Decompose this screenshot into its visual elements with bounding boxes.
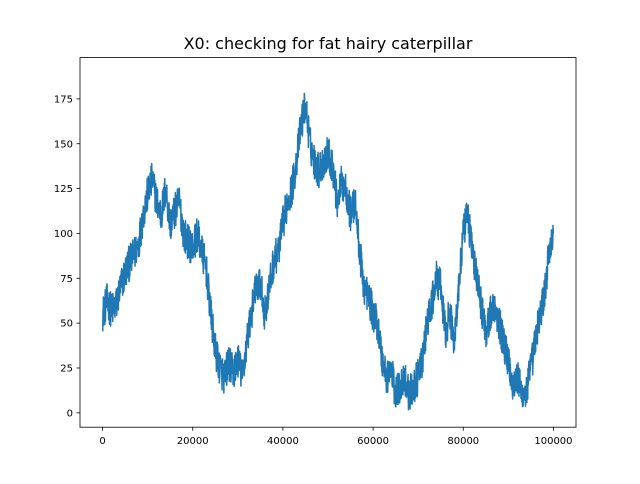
x-tick-label: 20000 — [177, 436, 209, 447]
y-tick-label: 150 — [54, 139, 73, 150]
y-tick-label: 50 — [60, 319, 73, 330]
y-tick-label: 100 — [54, 229, 73, 240]
axes-frame — [79, 57, 577, 428]
y-tick-label: 0 — [67, 408, 73, 419]
x-tick-label: 60000 — [357, 436, 389, 447]
y-tick-label: 125 — [54, 184, 73, 195]
series-line-0 — [101, 92, 555, 411]
x-tick-label: 40000 — [267, 436, 299, 447]
y-tick-label: 75 — [60, 274, 73, 285]
y-tick-label: 175 — [54, 94, 73, 105]
x-axis: 0 20000 40000 60000 80000 100000 — [99, 427, 573, 447]
plot-area — [101, 92, 555, 411]
x-tick-label: 80000 — [447, 436, 479, 447]
chart-title: X0: checking for fat hairy caterpillar — [184, 34, 473, 53]
x-tick-label: 100000 — [534, 436, 572, 447]
x-tick-label: 0 — [99, 436, 105, 447]
y-axis: 0 25 50 75 100 125 150 175 — [54, 94, 80, 419]
y-tick-label: 25 — [60, 364, 73, 375]
